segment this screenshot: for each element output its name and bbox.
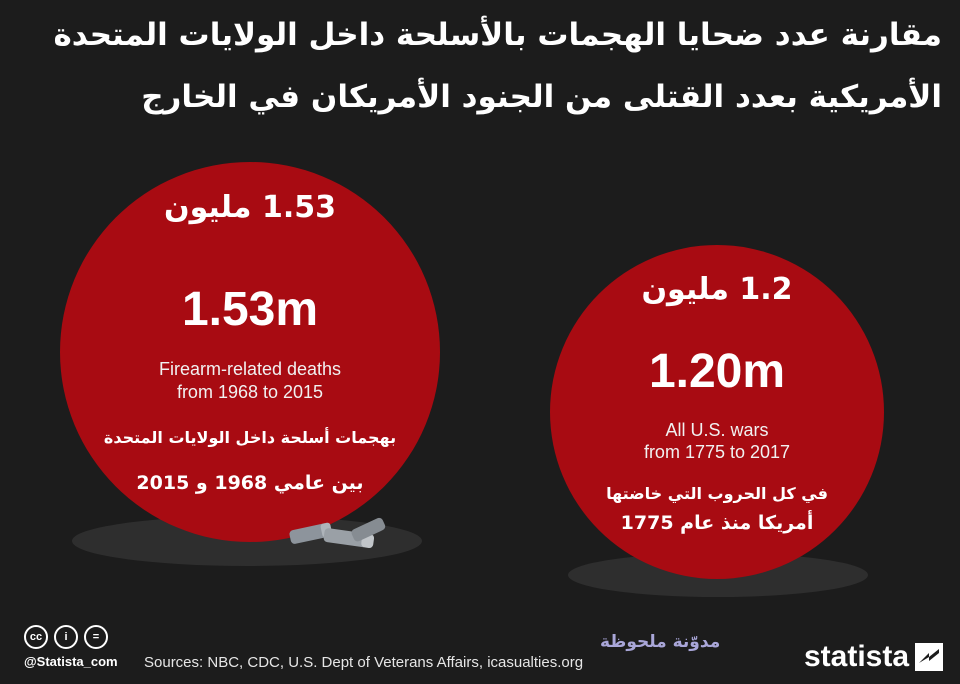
chart-title-line-1: مقارنة عدد ضحايا الهجمات بالأسلحة داخل ا… <box>53 17 943 53</box>
left-en-line-1: Firearm-related deaths <box>158 359 342 379</box>
statista-logo-text: statista <box>804 640 910 673</box>
left-value: 1.53m <box>181 283 319 336</box>
no-derivatives-icon: = <box>84 625 108 649</box>
attribution-icon: i <box>54 625 78 649</box>
right-arabic-line-2: أمريكا منذ عام 1775 <box>620 512 814 534</box>
creative-commons-icons: cc i = <box>24 625 108 649</box>
chart-title-line-2: الأمريكية بعدد القتلى من الجنود الأمريكا… <box>141 79 942 115</box>
bullet-casings-icon <box>289 517 386 549</box>
cc-icon: cc <box>24 625 48 649</box>
right-en-line-1: All U.S. wars <box>665 420 769 440</box>
left-arabic-line-1: بهجمات أسلحة داخل الولايات المتحدة <box>103 428 397 447</box>
sources-text: Sources: NBC, CDC, U.S. Dept of Veterans… <box>144 654 584 671</box>
statista-logo[interactable]: statista <box>804 640 944 674</box>
right-arabic-line-1: في كل الحروب التي خاضتها <box>606 484 828 503</box>
statista-handle[interactable]: @Statista_com <box>24 654 118 669</box>
watermark-text: مدوّنة ملحوظة <box>600 632 721 652</box>
statista-logo-icon <box>915 643 944 671</box>
right-value: 1.20m <box>648 345 786 398</box>
right-arabic-value: 1.2 مليون <box>641 272 793 307</box>
bubble-us-wars <box>550 245 884 579</box>
left-arabic-value: 1.53 مليون <box>164 190 336 225</box>
left-en-line-2: from 1968 to 2015 <box>176 382 324 402</box>
right-en-line-2: from 1775 to 2017 <box>643 442 791 462</box>
left-arabic-line-2: بين عامي 1968 و 2015 <box>136 472 364 494</box>
bubble-firearm-deaths <box>60 162 440 542</box>
